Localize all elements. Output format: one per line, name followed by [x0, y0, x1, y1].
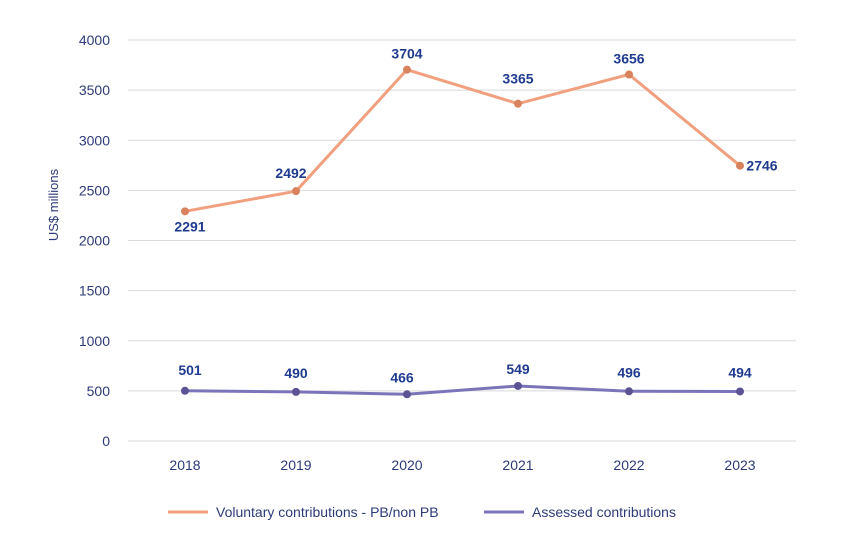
data-point: [181, 207, 189, 216]
data-point: [181, 386, 189, 395]
y-tick-label: 4000: [79, 32, 110, 48]
series-assessed: 501 490 466 549 496 494: [178, 361, 752, 399]
data-point: [403, 65, 411, 74]
data-point: [514, 99, 522, 108]
series-line: [184, 384, 741, 396]
data-label: 2291: [174, 218, 205, 234]
y-tick-label: 3000: [79, 132, 110, 148]
gridlines: [128, 39, 796, 442]
data-label: 2746: [746, 158, 777, 174]
data-point: [625, 70, 633, 79]
data-point: [625, 387, 633, 396]
data-label: 466: [390, 369, 414, 385]
y-tick-label: 1000: [79, 333, 110, 349]
legend-label-assessed: Assessed contributions: [532, 504, 676, 520]
y-axis-ticks: 0 500 1000 1500 2000 2500 3000 3500 4000: [79, 32, 110, 449]
series-voluntary: 2291 2492 3704 3365 3656 2746: [174, 46, 777, 235]
data-label: 494: [728, 364, 752, 380]
legend: Voluntary contributions - PB/non PB Asse…: [168, 504, 676, 520]
data-label: 490: [284, 365, 308, 381]
data-label: 3704: [391, 46, 422, 62]
y-tick-label: 1500: [79, 283, 110, 299]
data-point: [292, 187, 300, 196]
legend-label-voluntary: Voluntary contributions - PB/non PB: [216, 504, 439, 520]
x-tick-label: 2018: [169, 457, 200, 473]
data-label: 501: [178, 362, 202, 378]
y-tick-label: 500: [87, 383, 111, 399]
x-tick-label: 2020: [391, 457, 422, 473]
y-tick-label: 2000: [79, 233, 110, 249]
data-point: [514, 381, 522, 390]
y-axis-label: US$ millions: [46, 168, 61, 241]
y-tick-label: 0: [102, 433, 110, 449]
x-axis-ticks: 2018 2019 2020 2021 2022 2023: [169, 457, 755, 473]
data-point: [736, 161, 744, 170]
x-tick-label: 2019: [280, 457, 311, 473]
y-tick-label: 2500: [79, 182, 110, 198]
series-line: [184, 68, 741, 213]
data-label: 549: [506, 361, 530, 377]
x-tick-label: 2022: [613, 457, 644, 473]
data-label: 3656: [613, 50, 644, 66]
data-point: [403, 390, 411, 399]
data-point: [292, 387, 300, 396]
data-label: 2492: [275, 165, 306, 181]
y-tick-label: 3500: [79, 82, 110, 98]
series-group: 2291 2492 3704 3365 3656 2746 501 490 466 549 496 4…: [174, 46, 778, 399]
data-label: 3365: [502, 71, 533, 87]
x-tick-label: 2021: [502, 457, 533, 473]
data-point: [736, 387, 744, 396]
x-tick-label: 2023: [724, 457, 755, 473]
data-label: 496: [617, 364, 641, 380]
